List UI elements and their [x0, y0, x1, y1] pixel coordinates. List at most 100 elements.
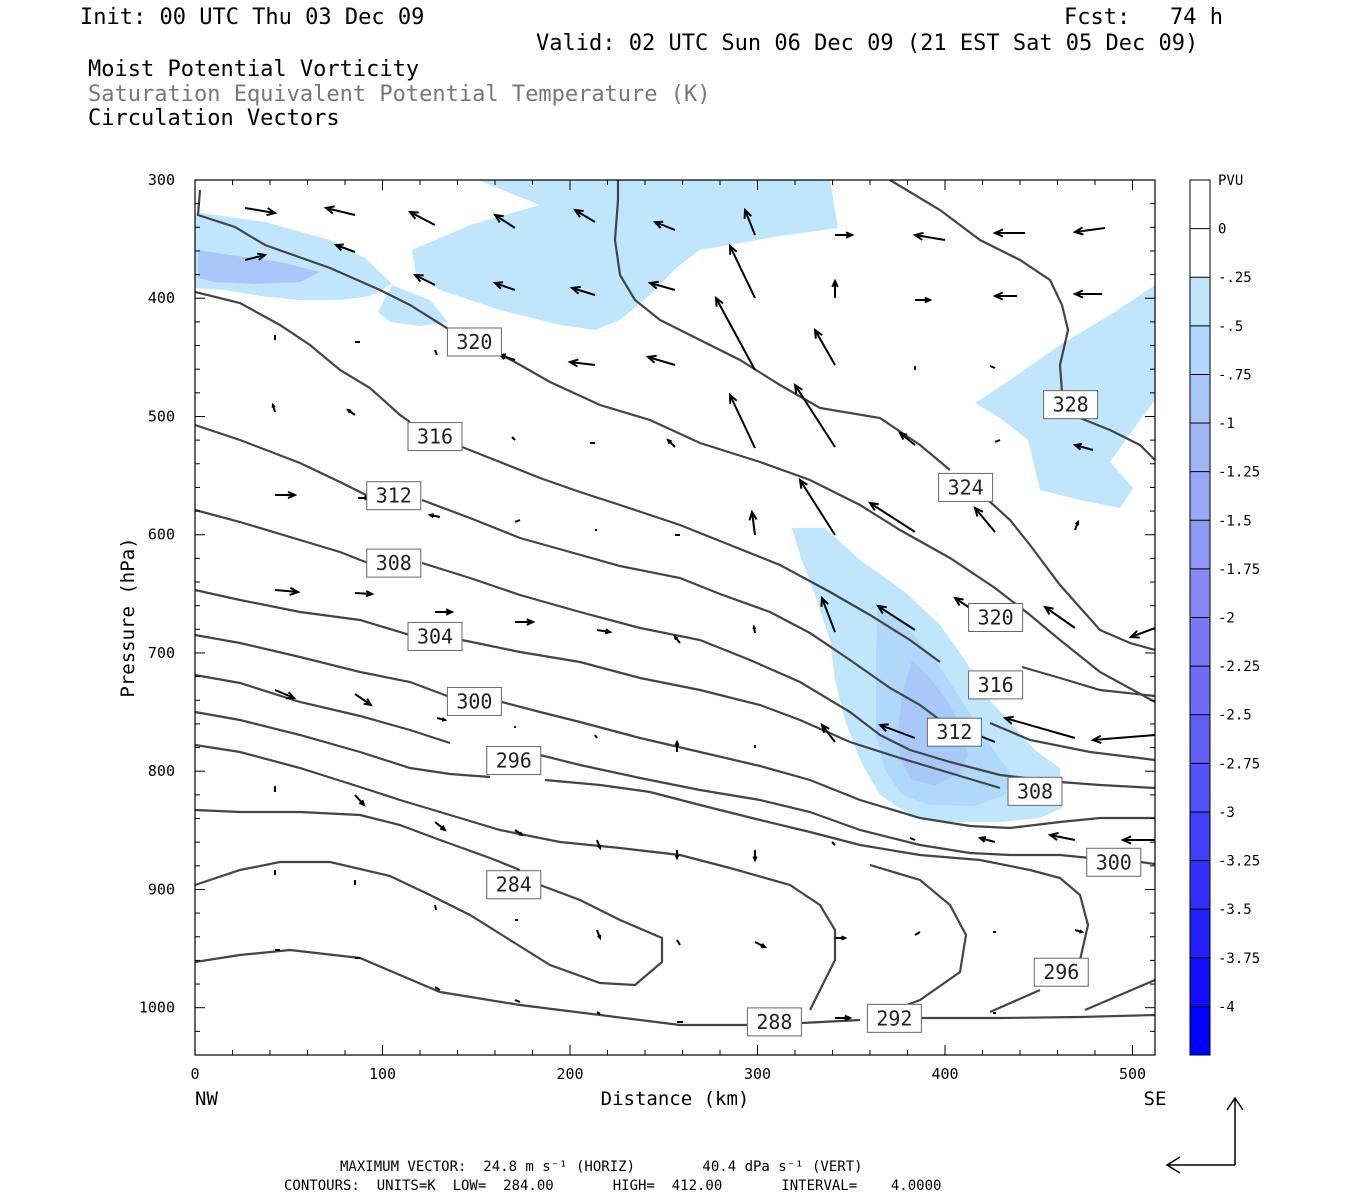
colorbar-swatch: [1190, 714, 1210, 764]
contour-label: 300: [1086, 847, 1142, 877]
colorbar-swatch: [1190, 811, 1210, 862]
circulation-vector: [912, 231, 946, 241]
circulation-vector: [434, 821, 447, 832]
circulation-vector: [1072, 442, 1094, 451]
svg-text:296: 296: [496, 749, 532, 773]
circulation-vector: [244, 207, 278, 217]
svg-text:308: 308: [376, 551, 412, 575]
forecast-hour: Fcst: 74 h: [1064, 5, 1223, 30]
circulation-vectors: [244, 205, 1155, 1023]
x-tick-label: 400: [931, 1065, 958, 1083]
colorbar-swatch: [1190, 957, 1210, 1007]
circulation-vector: [831, 841, 836, 846]
colorbar-tick-label: -3.25: [1218, 854, 1260, 870]
y-tick-label: 700: [148, 644, 175, 662]
circulation-vector: [323, 205, 356, 216]
plot-frame: [194, 179, 1156, 1056]
contour-line: [195, 673, 1155, 866]
contour-label: 296: [486, 746, 542, 776]
circulation-vector: [511, 436, 516, 441]
circulation-vector: [354, 693, 374, 707]
circulation-vector: [271, 402, 276, 413]
colorbar-tick-label: -1.25: [1218, 465, 1260, 481]
colorbar-swatch: [1190, 325, 1210, 375]
mpv-region-top: [412, 180, 838, 330]
contour-label: 308: [1007, 776, 1063, 806]
mpv-region-upper: [378, 285, 448, 326]
contour-label: 320: [968, 603, 1024, 632]
mpv-region-nw-core: [198, 250, 320, 284]
contour-line: [195, 423, 1155, 762]
contour-label: 300: [446, 686, 502, 716]
circulation-vector: [1120, 835, 1155, 845]
colorbar-swatch: [1190, 277, 1210, 327]
circulation-vector: [676, 939, 681, 946]
contour-line: [869, 863, 968, 1017]
pvu-colorbar: PVU 0 -.25 -.5 -.75 -1 -1.25 -1.5 -1.75 -2 -2.25 -2…: [1189, 173, 1260, 1056]
colorbar-swatch: [1190, 520, 1210, 570]
contour-line: [195, 808, 664, 987]
circulation-vector: [1090, 734, 1155, 744]
circulation-vector: [652, 220, 676, 231]
max-vector-note: MAXIMUM VECTOR: 24.8 m s⁻¹ (HORIZ) 40.4 …: [340, 1159, 863, 1175]
circulation-vector: [354, 590, 375, 598]
circulation-vector: [434, 349, 438, 356]
colorbar-tick-label: -3: [1218, 805, 1235, 821]
svg-text:308: 308: [1017, 779, 1053, 803]
circulation-vector: [666, 438, 676, 448]
circulation-vector: [973, 506, 996, 533]
svg-text:320: 320: [456, 330, 492, 354]
colorbar-swatch: [1190, 909, 1210, 959]
contour-label: 304: [407, 621, 463, 651]
axes: 0 100 200 300 400 500 300 400 500 600 700 800 900 100…: [117, 171, 1166, 1110]
circulation-vector: [596, 929, 602, 941]
colorbar-tick-label: -2: [1218, 611, 1235, 627]
circulation-vector: [820, 723, 836, 743]
circulation-vector: [835, 1014, 853, 1022]
valid-time: Valid: 02 UTC Sun 06 Dec 09 (21 EST Sat …: [536, 31, 1199, 56]
circulation-vector: [1074, 929, 1085, 934]
contour-label: 316: [968, 670, 1024, 700]
colorbar-tick-label: -3.5: [1218, 902, 1252, 918]
circulation-vector: [412, 273, 436, 286]
circulation-vector: [492, 281, 516, 291]
y-tick-label: 600: [148, 526, 175, 544]
contour-line: [196, 189, 1155, 703]
y-tick-label: 500: [148, 407, 175, 425]
circulation-vector: [333, 243, 356, 253]
contour-line: [195, 948, 1155, 1027]
circulation-vector: [835, 935, 848, 941]
colorbar-tick-label: -1: [1218, 416, 1235, 432]
circulation-vector: [752, 624, 757, 634]
svg-text:312: 312: [376, 484, 412, 508]
circulation-vector: [831, 278, 839, 298]
contour-label: 292: [866, 1003, 922, 1033]
contour-line: [195, 633, 1155, 830]
contour-info: CONTOURS: UNITS=K LOW= 284.00 HIGH= 412.…: [284, 1178, 942, 1194]
circulation-vector: [515, 618, 536, 626]
circulation-vector: [914, 931, 921, 936]
circulation-vector: [867, 501, 916, 533]
colorbar-swatch: [1190, 423, 1210, 473]
colorbar-swatch: [1190, 860, 1210, 910]
colorbar-swatch: [1190, 666, 1210, 716]
circulation-vector: [1072, 289, 1102, 299]
circulation-vector: [813, 327, 836, 366]
circulation-vector: [673, 635, 681, 644]
svg-text:316: 316: [978, 673, 1014, 697]
svg-text:324: 324: [948, 475, 984, 499]
circulation-vector: [274, 586, 301, 596]
contour-label: 320: [446, 327, 502, 357]
field-title-mpv: Moist Potential Vorticity: [88, 57, 420, 82]
circulation-vector: [596, 839, 602, 851]
circulation-vector: [596, 1011, 601, 1015]
y-tick-label: 400: [148, 289, 175, 307]
y-tick-label: 900: [148, 880, 175, 898]
circulation-vector: [354, 794, 366, 807]
circulation-vector: [674, 739, 680, 752]
circulation-vector: [427, 513, 441, 519]
x-tick-label: 0: [190, 1065, 199, 1083]
colorbar-tick-label: -2.25: [1218, 659, 1260, 675]
svg-text:316: 316: [417, 425, 453, 449]
svg-text:312: 312: [936, 720, 972, 744]
